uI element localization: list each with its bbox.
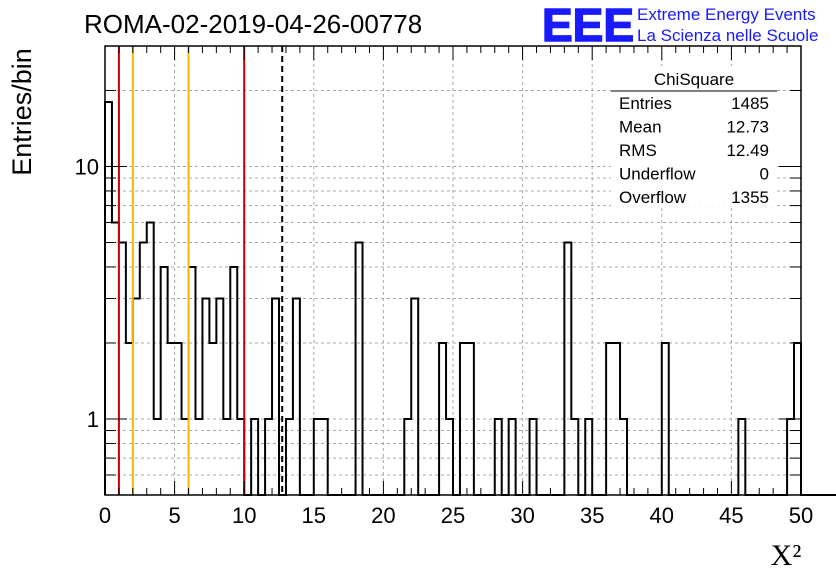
x-tick-label: 35 — [580, 503, 604, 528]
logo-line-2: La Scienza nelle Scuole — [637, 26, 818, 45]
x-tick-label: 30 — [510, 503, 534, 528]
stats-row-label: Entries — [619, 94, 672, 113]
stats-row-label: Mean — [619, 118, 662, 137]
stats-row-value: 12.73 — [726, 118, 769, 137]
x-tick-label: 20 — [371, 503, 395, 528]
y-axis-label: Entries/bin — [7, 48, 37, 176]
stats-row-label: Overflow — [619, 188, 687, 207]
x-axis-label: Χ² — [771, 539, 802, 572]
reference-lines — [117, 46, 284, 495]
stats-row-value: 12.49 — [726, 141, 769, 160]
stats-row-value: 0 — [760, 165, 769, 184]
y-tick-label: 1 — [87, 407, 99, 432]
x-tick-label: 0 — [99, 503, 111, 528]
stats-box-bg — [611, 66, 777, 206]
logo-line-1: Extreme Energy Events — [637, 5, 816, 24]
x-tick-label: 10 — [232, 503, 256, 528]
stats-rows: Entries 1485 Mean 12.73 RMS 12.49 Underflow 0 Ov… — [619, 94, 769, 207]
x-tick-label: 5 — [168, 503, 180, 528]
stats-title: ChiSquare — [654, 70, 734, 89]
axis-ticks: 0 5 10 15 20 25 30 35 40 45 50 1 10 — [75, 46, 813, 528]
stats-row-value: 1355 — [731, 188, 769, 207]
stats-row-value: 1485 — [731, 94, 769, 113]
eee-logo: EEE Extreme Energy Events La Scienza nel… — [541, 0, 818, 52]
stats-row-label: RMS — [619, 141, 657, 160]
y-tick-label: 10 — [75, 154, 99, 179]
stats-row-label: Underflow — [619, 165, 696, 184]
x-tick-label: 50 — [789, 503, 813, 528]
x-tick-label: 25 — [441, 503, 465, 528]
chart-title: ROMA-02-2019-04-26-00778 — [84, 9, 422, 39]
x-tick-label: 45 — [719, 503, 743, 528]
x-tick-label: 40 — [650, 503, 674, 528]
eee-logo-text: EEE — [542, 0, 634, 51]
x-tick-label: 15 — [302, 503, 326, 528]
stats-box: ChiSquare Entries 1485 Mean 12.73 RMS 12.49 Un… — [611, 66, 777, 207]
